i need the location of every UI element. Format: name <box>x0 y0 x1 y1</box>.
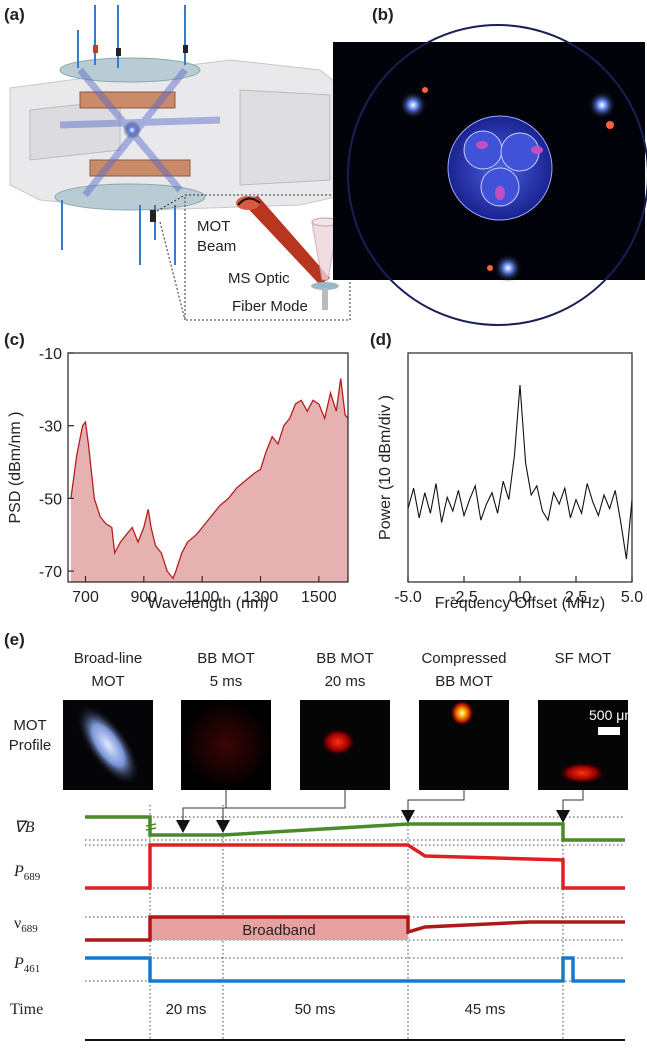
panel-label: (a) <box>4 5 25 24</box>
trace-label: P689 <box>13 863 41 883</box>
band-label: Broadband <box>242 922 315 939</box>
trace-label: ∇B <box>14 819 35 836</box>
y-axis-label: PSD (dBm/nm ) <box>7 411 24 523</box>
column-title: 5 ms <box>210 673 243 690</box>
y-tick-label: -50 <box>39 491 62 508</box>
row-label: MOT <box>13 717 46 734</box>
y-tick-label: -30 <box>39 419 62 436</box>
column-title: SF MOT <box>555 650 612 667</box>
sequence-panel: MOT Profile 500 μm Broadband ∇B P689 ν68… <box>9 700 636 1041</box>
y-axis-label: Power (10 dBm/div ) <box>377 395 394 540</box>
x-tick-label: 0.0 <box>509 589 531 606</box>
x-tick-label: 1100 <box>185 589 220 606</box>
line <box>407 385 633 560</box>
x-axis-label: Wavelength (nm) <box>147 595 268 612</box>
x-tick-label: 700 <box>72 589 99 606</box>
trace-label: P461 <box>13 955 40 975</box>
x-tick-label: -2.5 <box>450 589 478 606</box>
x-tick-label: 1300 <box>243 589 279 606</box>
column-title: 20 ms <box>325 673 366 690</box>
scale-bar-label: 500 μm <box>589 707 636 723</box>
apparatus-illustration: MOT Beam MS Optic Fiber Mode <box>9 5 351 321</box>
y-tick-label: -10 <box>39 346 62 363</box>
column-title: MOT <box>91 673 124 690</box>
plot-frame <box>67 352 349 583</box>
area <box>70 378 349 582</box>
column-title: Compressed <box>421 650 506 667</box>
panel-label: (e) <box>4 630 25 649</box>
column-title: BB MOT <box>316 650 374 667</box>
y-tick-label: -70 <box>39 564 62 581</box>
duration-label: 45 ms <box>465 1001 506 1018</box>
annotation: MS Optic <box>228 270 290 287</box>
x-tick-label: 5.0 <box>621 589 643 606</box>
column-title: Broad-line <box>74 650 142 667</box>
panel-label: (c) <box>4 330 25 349</box>
charts: Broad-line MOT BB MOT 5 ms BB MOT 20 ms Compre… <box>7 346 643 690</box>
row-label: Profile <box>9 737 52 754</box>
panel-label: (d) <box>370 330 392 349</box>
duration-label: 50 ms <box>295 1001 336 1018</box>
x-axis-label: Frequency Offset (MHz) <box>435 595 605 612</box>
x-tick-label: 2.5 <box>565 589 587 606</box>
line <box>70 378 349 580</box>
x-tick-label: 900 <box>130 589 157 606</box>
plot-frame <box>407 352 633 583</box>
annotation: Fiber Mode <box>232 298 308 315</box>
duration-label: 20 ms <box>166 1001 207 1018</box>
x-tick-label: -5.0 <box>394 589 422 606</box>
mot-photo <box>333 24 647 326</box>
annotation: MOT <box>197 218 230 235</box>
time-label: Time <box>10 1001 43 1018</box>
column-title: BB MOT <box>197 650 255 667</box>
column-title: BB MOT <box>435 673 493 690</box>
trace-label: ν689 <box>14 915 38 935</box>
panel-label: (b) <box>372 5 394 24</box>
x-tick-label: 1500 <box>301 589 337 606</box>
mot-image <box>181 700 271 790</box>
annotation: Beam <box>197 238 236 255</box>
